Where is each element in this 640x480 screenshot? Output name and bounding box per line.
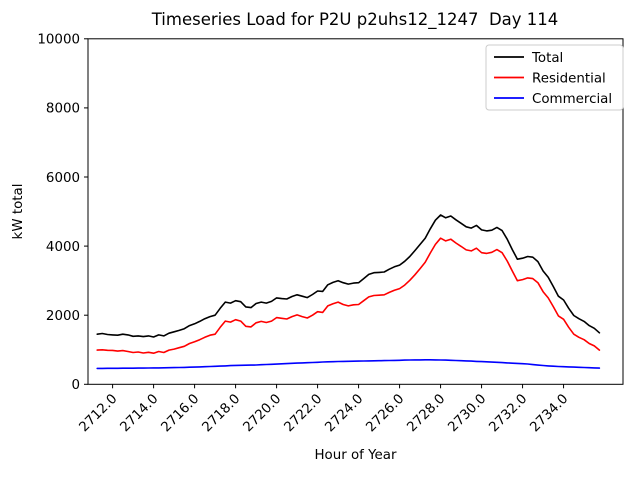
y-tick-label: 10000	[37, 33, 80, 48]
series-line-commercial	[96, 358, 601, 370]
x-tick-label: 2722.0	[282, 392, 326, 436]
y-tick-label: 8000	[46, 102, 80, 117]
y-tick-label: 2000	[46, 309, 80, 324]
y-axis-ticks: 0 2000 4000 6000 8000 10000	[37, 33, 88, 393]
legend-label: Total	[531, 51, 563, 66]
x-tick-label: 2718.0	[200, 392, 244, 436]
y-tick-label: 4000	[46, 240, 80, 255]
x-tick-label: 2712.0	[77, 392, 121, 436]
x-tick-label: 2734.0	[528, 392, 572, 436]
legend-box	[485, 44, 624, 111]
x-tick-label: 2726.0	[364, 392, 408, 436]
legend-item-total: Total	[494, 51, 563, 66]
series-line-total	[96, 214, 601, 338]
x-tick-label: 2716.0	[159, 392, 203, 436]
x-tick-label: 2728.0	[405, 392, 449, 436]
x-tick-label: 2714.0	[118, 392, 162, 436]
series-line-residential	[96, 237, 601, 355]
legend-item-commercial: Commercial	[494, 92, 612, 107]
plot-border	[87, 38, 624, 385]
legend-label: Residential	[532, 71, 606, 86]
x-tick-label: 2720.0	[241, 392, 285, 436]
y-axis-label: kW total	[11, 184, 26, 240]
chart-title: Timeseries Load for P2U p2uhs12_1247 Day…	[151, 10, 559, 30]
y-tick-label: 0	[71, 378, 80, 393]
x-tick-label: 2732.0	[487, 392, 531, 436]
legend-item-residential: Residential	[494, 71, 606, 86]
x-axis-ticks: 2712.02714.02716.02718.02720.02722.02724…	[77, 384, 572, 436]
x-tick-label: 2730.0	[446, 392, 490, 436]
x-axis-label: Hour of Year	[314, 448, 397, 463]
legend: Total Residential Commercial	[485, 44, 624, 111]
y-tick-label: 6000	[46, 171, 80, 186]
legend-label: Commercial	[532, 92, 612, 107]
x-tick-label: 2724.0	[323, 392, 367, 436]
